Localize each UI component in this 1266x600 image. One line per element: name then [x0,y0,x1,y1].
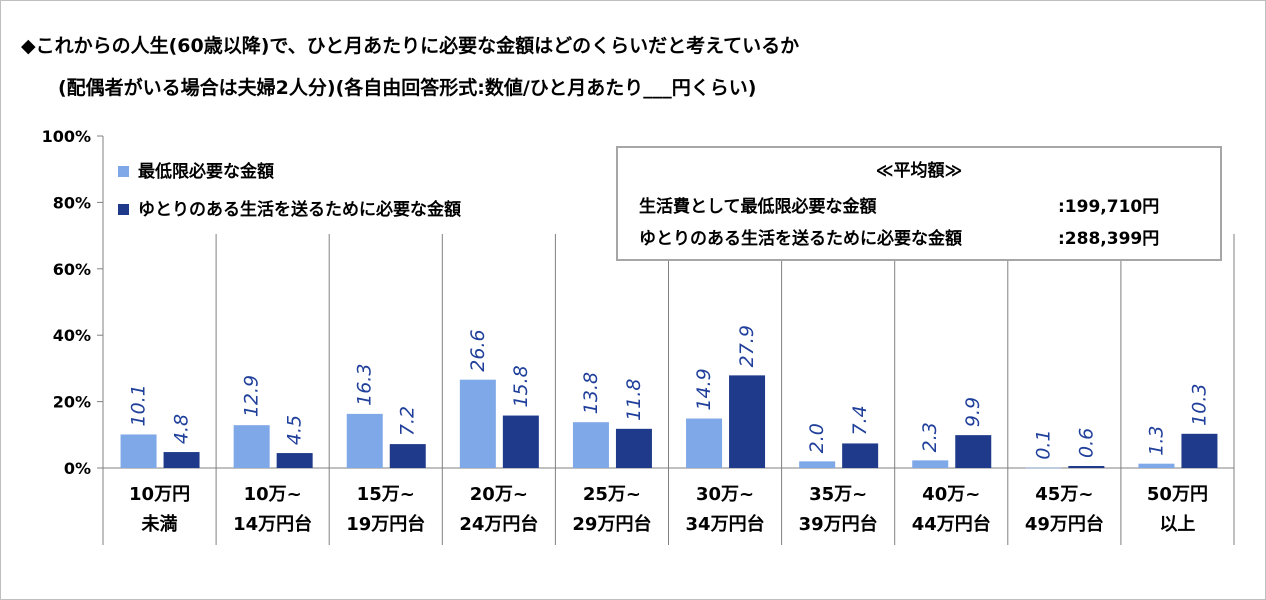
bar-minimum [459,379,496,468]
x-tick-label: 30万~ [696,484,754,505]
bar-comfortable [163,452,200,468]
x-tick-label: 35万~ [809,484,867,505]
x-tick-label: 24万円台 [459,513,538,535]
y-tick-label: 20% [53,393,91,412]
x-tick-label: 40万~ [922,484,980,505]
data-label: 4.5 [284,415,306,445]
data-label: 4.8 [171,414,193,444]
average-box [616,146,1222,261]
x-tick-label: 以上 [1159,514,1195,535]
average-row-label: ゆとりのある生活を送るために必要な金額 [639,228,962,249]
average-box-heading: ≪平均額≫ [876,160,963,181]
chart-title: ◆これからの人生(60歳以降)で、ひと月あたりに必要な金額はどのくらいだと考えて… [21,35,800,57]
bar-comfortable [955,435,992,468]
data-label: 27.9 [736,325,758,367]
data-label: 7.2 [397,406,419,436]
data-label: 9.9 [962,397,984,427]
x-tick-label: 19万円台 [346,513,425,535]
bar-comfortable [729,375,766,468]
legend-swatch [118,204,129,215]
data-label: 2.0 [806,423,828,453]
chart-subtitle: (配偶者がいる場合は夫婦2人分)(各自由回答形式:数値/ひと月あたり___円くら… [58,77,757,99]
data-label: 11.8 [623,379,645,421]
x-tick-label: 39万円台 [799,513,878,535]
y-tick-label: 40% [53,326,91,345]
bar-comfortable [1181,433,1218,468]
average-row-value: :199,710円 [1058,197,1159,217]
y-tick-label: 0% [64,459,91,478]
data-label: 0.1 [1032,429,1054,459]
data-label: 0.6 [1075,428,1097,458]
x-tick-label: 10万~ [244,484,302,505]
data-label: 7.4 [849,405,871,435]
data-label: 1.3 [1145,425,1167,455]
bar-minimum [799,461,836,468]
bar-minimum [120,434,157,468]
data-label: 15.8 [510,365,532,407]
bar-comfortable [1068,466,1105,468]
y-tick-label: 100% [42,127,91,146]
x-tick-label: 10万円 [129,484,190,505]
bar-minimum [346,413,383,468]
x-tick-label: 15万~ [357,484,415,505]
legend-swatch [118,166,129,177]
bar-comfortable [615,428,652,468]
bar-minimum [1025,467,1062,469]
x-tick-label: 25万~ [583,484,641,505]
x-tick-label: 14万円台 [233,513,312,535]
bar-minimum [1138,463,1175,468]
average-row-label: 生活費として最低限必要な金額 [639,196,877,217]
bar-comfortable [842,443,879,468]
bar-comfortable [389,444,426,468]
data-label: 10.3 [1188,383,1210,425]
bar-minimum [233,425,270,468]
data-label: 12.9 [241,375,263,417]
y-tick-label: 60% [53,260,91,279]
legend-label: ゆとりのある生活を送るために必要な金額 [138,199,461,220]
data-label: 16.3 [354,364,376,406]
x-tick-label: 44万円台 [912,513,991,535]
x-tick-label: 未満 [142,513,178,535]
legend-label: 最低限必要な金額 [138,161,274,182]
data-label: 10.1 [128,384,150,426]
y-tick-label: 80% [53,193,91,212]
x-tick-label: 49万円台 [1025,513,1104,535]
x-tick-label: 34万円台 [686,513,765,535]
bar-minimum [572,422,609,468]
bar-minimum [912,460,949,468]
x-tick-label: 20万~ [470,484,528,505]
average-row-value: :288,399円 [1058,229,1159,249]
bar-comfortable [502,415,539,468]
data-label: 14.9 [693,368,715,410]
bar-minimum [686,418,723,468]
data-label: 13.8 [580,372,602,414]
x-tick-label: 45万~ [1035,484,1093,505]
data-label: 26.6 [467,329,489,371]
data-label: 2.3 [919,422,941,452]
bar-comfortable [276,453,313,468]
x-tick-label: 29万円台 [572,513,651,535]
x-tick-label: 50万円 [1147,484,1208,505]
